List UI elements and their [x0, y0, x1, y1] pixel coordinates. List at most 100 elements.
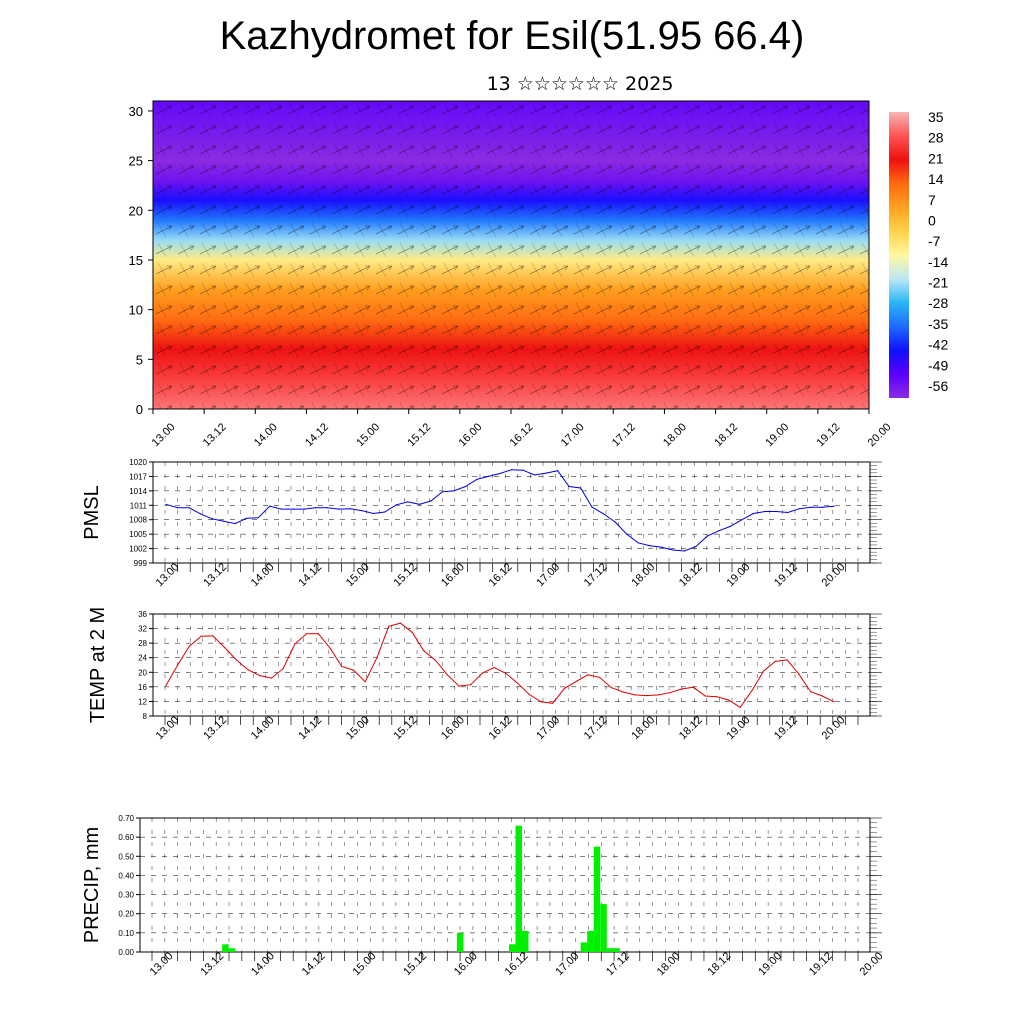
y-tick-label: 1017 [129, 472, 147, 481]
colorbar-label: 35 [928, 109, 944, 125]
data-point [453, 490, 455, 492]
data-point [282, 668, 284, 670]
data-point [411, 631, 413, 633]
data-point [821, 506, 824, 508]
x-tick-label: 16.12 [503, 950, 531, 978]
data-point [476, 478, 478, 480]
data-point [341, 665, 343, 668]
data-point [352, 669, 355, 671]
y-tick-label: 0 [136, 402, 143, 417]
data-point [211, 518, 213, 520]
data-point [376, 657, 378, 659]
data-point [224, 646, 226, 649]
data-point [269, 505, 271, 507]
x-tick-label: 15.00 [344, 561, 372, 589]
data-point [798, 508, 801, 510]
data-point [603, 513, 605, 515]
y-axis-title: TEMP at 2 M [87, 607, 109, 723]
data-point [741, 519, 743, 521]
data-point [775, 510, 778, 513]
y-tick-label: 32 [138, 625, 147, 634]
x-tick-label: 17.12 [582, 561, 610, 589]
data-point [384, 511, 386, 513]
y-tick-label: 0.70 [118, 814, 134, 823]
data-point [522, 469, 524, 471]
data-point [458, 685, 460, 687]
pmsl-chart: 9991002100510081011101410171020PMSL13.00… [81, 458, 882, 589]
data-point [388, 625, 390, 628]
x-tick-label: 14.12 [296, 561, 324, 589]
data-point [706, 535, 708, 537]
x-tick-label: 14.12 [300, 950, 328, 978]
colorbar-label: -28 [928, 295, 948, 311]
data-point [165, 684, 167, 687]
x-tick-label: 17.00 [559, 421, 587, 449]
data-point [669, 692, 671, 694]
x-tick-label: 20.00 [858, 950, 886, 978]
data-point [257, 517, 259, 519]
y-tick-label: 0.60 [118, 833, 134, 842]
cross-section-chart: 0 5 10 15 20 25 30 13.00 13.12 14.00 14.12 15.00 15.… [129, 100, 948, 449]
data-point [774, 660, 777, 663]
data-point [833, 505, 835, 507]
x-tick-label: 19.00 [763, 421, 791, 449]
data-point [294, 643, 296, 645]
y-tick-label: 999 [134, 559, 148, 568]
data-point [798, 673, 800, 675]
y-tick-label: 10 [129, 303, 143, 318]
precip-bar [515, 825, 522, 952]
data-point [626, 533, 628, 535]
precip-bar [222, 944, 229, 952]
x-tick-label: 13.00 [150, 421, 178, 449]
data-point [692, 686, 695, 688]
data-point [446, 674, 448, 676]
y-tick-label: 8 [143, 712, 148, 721]
data-point [306, 633, 308, 635]
data-point [545, 472, 547, 474]
data-point [821, 695, 823, 697]
colorbar-label: -42 [928, 337, 948, 353]
data-point [599, 676, 601, 679]
x-tick-label: 16.00 [456, 421, 484, 449]
data-point [499, 472, 501, 475]
data-point [165, 503, 167, 505]
x-tick-label: 15.12 [391, 714, 419, 742]
x-tick-label: 17.00 [534, 714, 562, 742]
data-point [695, 546, 697, 548]
x-tick-label: 15.12 [401, 950, 429, 978]
colorbar-label: 7 [928, 192, 936, 208]
y-tick-label: 20 [138, 668, 147, 677]
y-tick-label: 36 [138, 610, 147, 619]
x-tick-label: 13.12 [201, 421, 229, 449]
x-tick-label: 17.12 [582, 714, 610, 742]
y-tick-label: 15 [129, 253, 143, 268]
x-tick-label: 18.00 [661, 421, 689, 449]
data-point [763, 670, 765, 672]
x-tick-label: 19.00 [756, 950, 784, 978]
data-point [434, 659, 437, 661]
data-point [329, 647, 331, 649]
x-tick-label: 13.12 [201, 561, 229, 589]
colorbar-label: 14 [928, 171, 944, 187]
data-point [338, 508, 340, 510]
x-tick-label: 16.00 [439, 561, 467, 589]
data-point [246, 517, 248, 519]
y-tick-label: 0.00 [118, 948, 134, 957]
x-tick-label: 18.00 [629, 561, 657, 589]
data-point [493, 666, 495, 669]
y-tick-label: 1014 [129, 487, 147, 496]
data-point [372, 512, 374, 515]
x-tick-label: 15.12 [405, 421, 433, 449]
data-point [787, 511, 789, 514]
x-tick-label: 14.12 [303, 421, 331, 449]
y-tick-label: 30 [129, 104, 143, 119]
data-point [303, 508, 305, 510]
y-tick-label: 0.50 [118, 852, 134, 861]
data-point [259, 675, 261, 677]
data-point [430, 500, 432, 502]
data-point [610, 687, 612, 689]
x-tick-label: 16.12 [508, 421, 536, 449]
y-tick-label: 5 [136, 352, 143, 367]
